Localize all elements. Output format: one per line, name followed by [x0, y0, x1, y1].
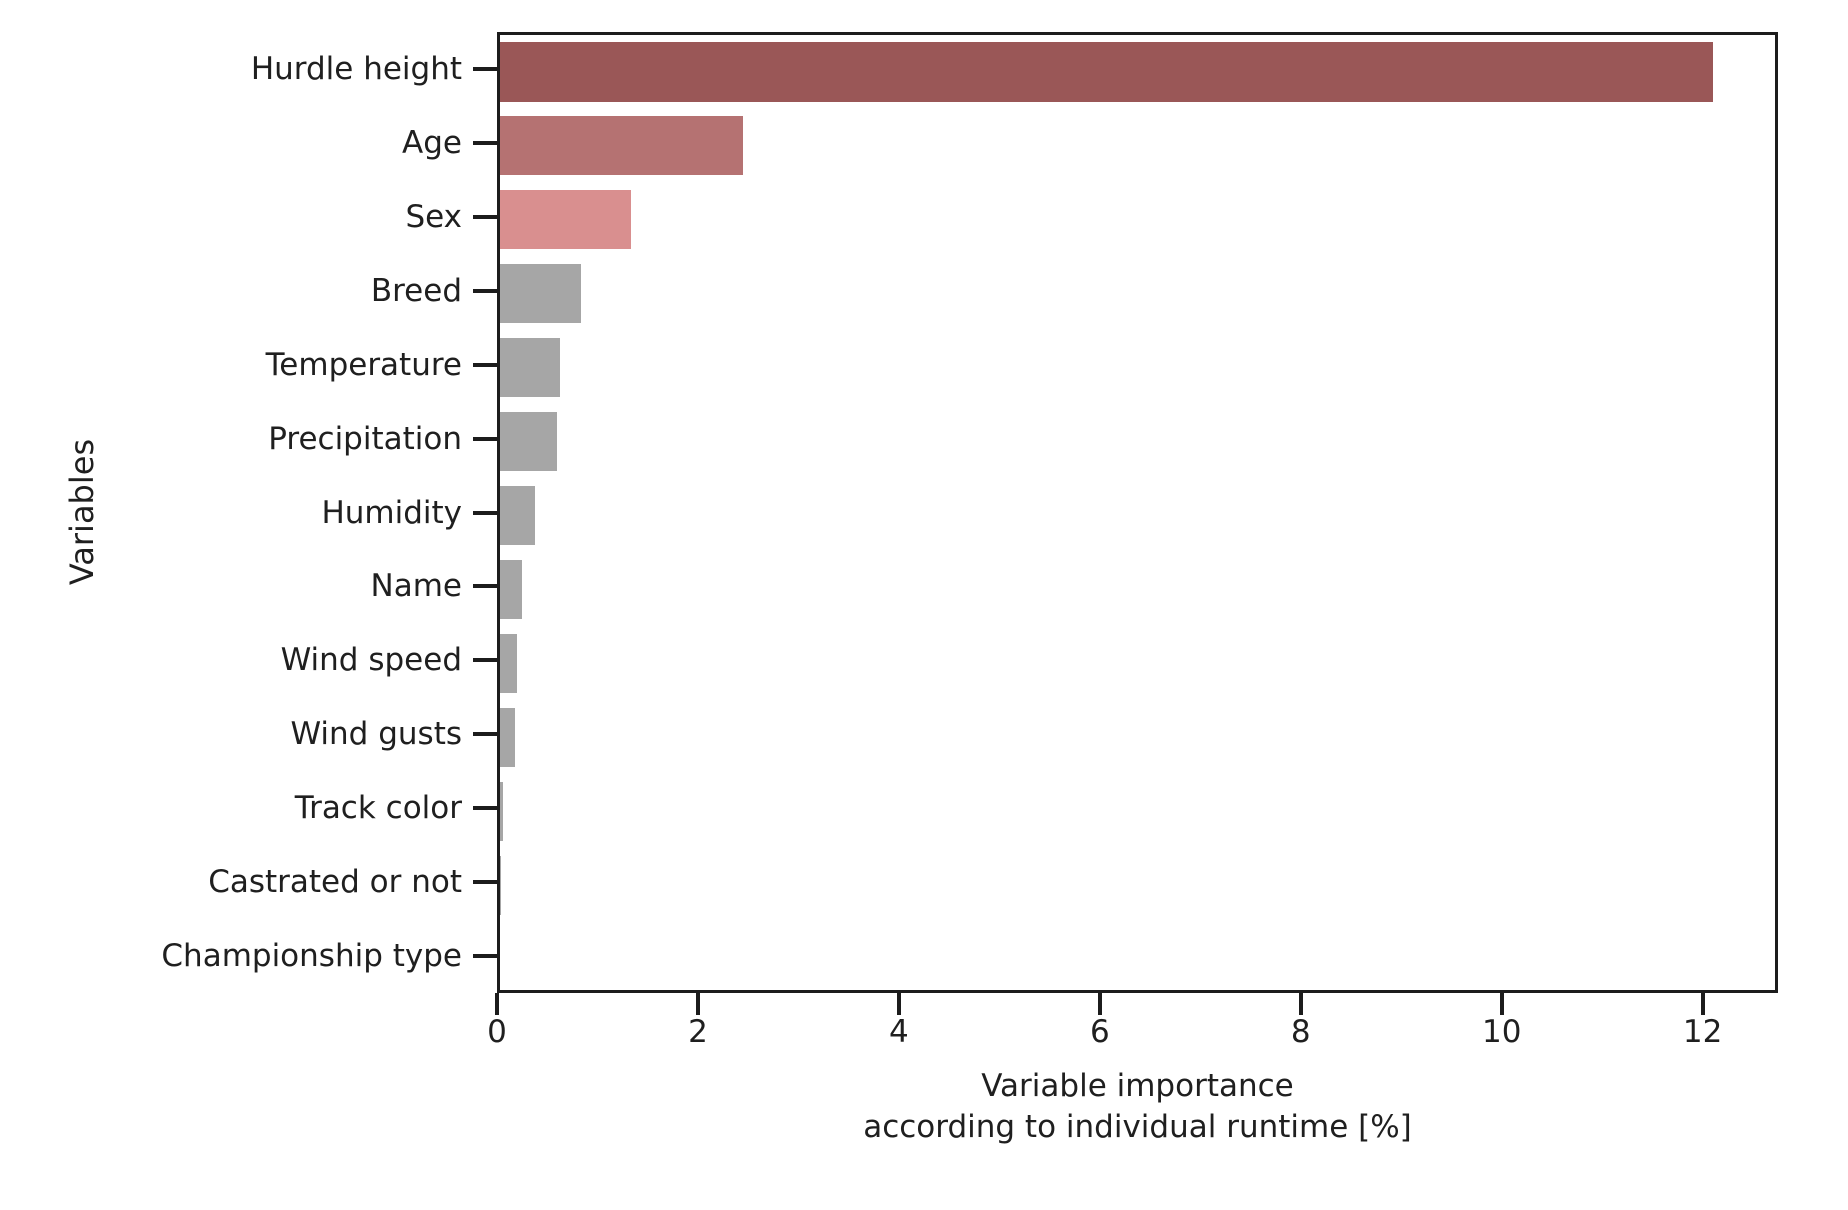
y-tick-label-wind-speed: Wind speed — [280, 642, 462, 679]
y-tick-mark — [473, 658, 497, 663]
bar-slot — [500, 626, 1775, 700]
y-tick-label-humidity: Humidity — [321, 494, 462, 531]
x-axis-title-line2: according to individual runtime [%] — [863, 1109, 1412, 1145]
x-tick-label-8: 8 — [1290, 1014, 1311, 1050]
x-tick-mark — [1700, 993, 1705, 1015]
x-tick-label-6: 6 — [1089, 1014, 1110, 1050]
y-tick-mark — [473, 954, 497, 959]
x-tick-label-0: 0 — [487, 1014, 507, 1050]
bar-slot — [500, 405, 1775, 479]
x-tick-label-12: 12 — [1682, 1014, 1723, 1050]
x-tick-label-10: 10 — [1481, 1014, 1522, 1050]
y-tick-label-name: Name — [370, 568, 462, 605]
y-tick-label-age: Age — [402, 124, 462, 161]
bar-slot — [500, 257, 1775, 331]
x-tick-mark — [1298, 993, 1303, 1015]
bar-slot — [500, 35, 1775, 109]
y-tick-label-precipitation: Precipitation — [268, 420, 462, 457]
y-tick-label-temperature: Temperature — [265, 346, 462, 383]
bar-slot — [500, 922, 1775, 996]
y-tick-label-hurdle-height: Hurdle height — [250, 50, 462, 87]
y-tick-mark — [473, 288, 497, 293]
bar-slot — [500, 109, 1775, 183]
y-tick-mark — [473, 140, 497, 145]
bar-humidity — [500, 485, 535, 546]
bar-age — [500, 116, 743, 176]
bar-slot — [500, 183, 1775, 257]
x-tick-mark — [896, 993, 901, 1015]
y-tick-mark — [473, 362, 497, 367]
bar-sex — [500, 190, 631, 250]
y-tick-label-championship-type: Championship type — [161, 938, 462, 975]
bar-wind-speed — [500, 633, 517, 693]
x-tick-mark — [1499, 993, 1504, 1015]
bar-temperature — [500, 338, 560, 398]
x-axis-title: Variable importance according to individ… — [497, 1066, 1778, 1148]
y-tick-mark — [473, 214, 497, 219]
y-tick-mark — [473, 510, 497, 515]
y-tick-label-breed: Breed — [370, 272, 462, 309]
y-tick-label-sex: Sex — [405, 198, 462, 235]
x-tick-label-4: 4 — [889, 1014, 909, 1050]
y-tick-mark — [473, 880, 497, 885]
x-tick-mark — [495, 993, 499, 1015]
y-tick-label-castrated-or-not: Castrated or not — [208, 864, 462, 901]
bar-slot — [500, 331, 1775, 405]
x-axis-title-line1: Variable importance — [981, 1068, 1294, 1104]
bar-hurdle-height — [500, 42, 1713, 102]
y-tick-mark — [473, 436, 497, 441]
x-tick-mark — [695, 993, 700, 1015]
bar-slot — [500, 479, 1775, 553]
y-tick-mark — [473, 66, 497, 71]
bar-wind-gusts — [500, 707, 515, 767]
bar-track-color — [500, 781, 503, 841]
bar-slot — [500, 848, 1775, 922]
bar-slot — [500, 552, 1775, 626]
bar-breed — [500, 264, 581, 324]
y-tick-mark — [473, 732, 497, 737]
y-tick-mark — [473, 584, 497, 589]
bar-name — [500, 559, 522, 619]
y-tick-mark — [473, 806, 497, 811]
x-tick-label-2: 2 — [688, 1014, 708, 1050]
plot-area — [497, 32, 1778, 993]
bar-slot — [500, 700, 1775, 774]
y-tick-label-wind-gusts: Wind gusts — [290, 716, 462, 753]
y-tick-label-track-color: Track color — [294, 790, 462, 827]
bar-precipitation — [500, 412, 557, 472]
x-tick-mark — [1097, 993, 1102, 1015]
bar-slot — [500, 774, 1775, 848]
bar-castrated-or-not — [500, 855, 501, 915]
